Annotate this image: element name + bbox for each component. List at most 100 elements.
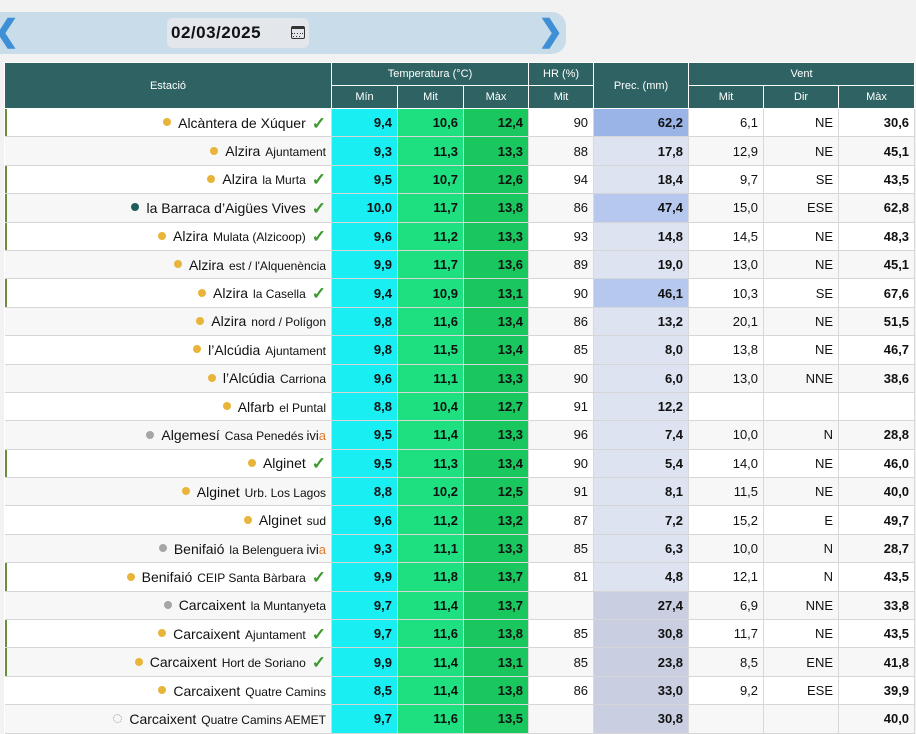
station-cell[interactable]: Alzira la Casella ✓ — [4, 278, 332, 308]
station-name[interactable]: Benifaió — [173, 540, 225, 557]
date-picker[interactable]: 02/03/2025 — [167, 18, 309, 48]
table-row[interactable]: Carcaixent Hort de Soriano ✓ 9,9 11,4 13,1 85 2… — [4, 647, 916, 677]
table-row[interactable]: Alginet Urb. Los Lagos 8,8 10,2 12,5 91 8,1 11,… — [4, 477, 916, 507]
station-location[interactable]: Urb. Los Lagos — [244, 485, 326, 500]
station-cell[interactable]: Carcaixent Quatre Camins AEMET — [4, 704, 332, 734]
station-name[interactable]: Carcaixent — [149, 654, 217, 671]
station-cell[interactable]: Carcaixent la Muntanyeta — [4, 591, 332, 621]
table-row[interactable]: Alzira la Murta ✓ 9,5 10,7 12,6 94 18,4 9,7 SE 43,… — [4, 165, 916, 195]
table-row[interactable]: Alginet sud 9,6 11,2 13,2 87 7,2 15,2 E 49,7 — [4, 505, 916, 535]
station-cell[interactable]: l’Alcúdia Carriona — [4, 364, 332, 393]
station-location[interactable]: Hort de Soriano — [221, 656, 306, 671]
header-hr-mit[interactable]: Mit — [528, 85, 595, 109]
header-vent-dir[interactable]: Dir — [763, 85, 840, 109]
station-name[interactable]: Alzira — [225, 143, 261, 160]
station-name[interactable]: Alzira — [213, 285, 249, 302]
table-row[interactable]: Alcàntera de Xúquer ✓ 9,4 10,6 12,4 90 62,2 6,1… — [4, 108, 916, 138]
station-cell[interactable]: Carcaixent Hort de Soriano ✓ — [4, 647, 332, 677]
station-name[interactable]: Alfarb — [237, 398, 275, 415]
station-name[interactable]: Carcaixent — [178, 597, 246, 614]
table-row[interactable]: Alfarb el Puntal 8,8 10,4 12,7 91 12,2 — [4, 392, 916, 422]
station-cell[interactable]: Alzira Mulata (Alzicoop) ✓ — [4, 222, 332, 251]
header-temp-max[interactable]: Màx — [462, 85, 530, 109]
station-cell[interactable]: Alginet sud — [4, 505, 332, 535]
station-cell[interactable]: la Barraca d’Aigües Vives ✓ — [4, 193, 332, 223]
station-location[interactable]: Casa Penedés — [224, 428, 304, 443]
station-cell[interactable]: Alginet Urb. Los Lagos — [4, 477, 332, 507]
station-cell[interactable]: Alcàntera de Xúquer ✓ — [4, 108, 332, 138]
station-name[interactable]: Alzira — [188, 256, 224, 273]
table-row[interactable]: Carcaixent Ajuntament ✓ 9,7 11,6 13,8 85 30,8 11… — [4, 619, 916, 649]
station-cell[interactable]: Alfarb el Puntal — [4, 392, 332, 422]
station-cell[interactable]: Carcaixent Ajuntament ✓ — [4, 619, 332, 649]
station-location[interactable]: la Muntanyeta — [250, 599, 326, 614]
table-row[interactable]: Carcaixent la Muntanyeta 9,7 11,4 13,7 27,4 6,… — [4, 591, 916, 621]
station-name[interactable]: Alzira — [222, 171, 258, 188]
station-location[interactable]: Quatre Camins AEMET — [201, 712, 326, 727]
station-cell[interactable]: Alzira Ajuntament — [4, 136, 332, 166]
station-name[interactable]: Carcaixent — [173, 682, 241, 699]
table-row[interactable]: l’Alcúdia Ajuntament 9,8 11,5 13,4 85 8,0 13,8 N… — [4, 335, 916, 365]
station-name[interactable]: l’Alcúdia — [222, 370, 275, 387]
station-cell[interactable]: Alzira nord / Polígon — [4, 307, 332, 337]
next-day-chevron-icon[interactable]: ❯ — [538, 15, 564, 48]
header-vent-mit[interactable]: Mit — [688, 85, 765, 109]
station-cell[interactable]: l’Alcúdia Ajuntament — [4, 335, 332, 365]
station-cell[interactable]: Benifaió la Belenguera ivia — [4, 534, 332, 564]
station-name[interactable]: Benifaió — [141, 568, 193, 585]
station-cell[interactable]: Alginet ✓ — [4, 449, 332, 479]
table-row[interactable]: Carcaixent Quatre Camins AEMET 9,7 11,6 13,5… — [4, 704, 916, 734]
station-location[interactable]: Ajuntament — [265, 145, 326, 160]
header-temp-min[interactable]: Mín — [331, 85, 398, 109]
table-row[interactable]: Alzira Ajuntament 9,3 11,3 13,3 88 17,8 12,9 NE 4… — [4, 136, 916, 166]
station-name[interactable]: la Barraca d’Aigües Vives — [146, 199, 306, 216]
station-name[interactable]: Alcàntera de Xúquer — [178, 114, 306, 131]
table-row[interactable]: Alginet ✓ 9,5 11,3 13,4 90 5,4 14,0 NE 46,0 — [4, 449, 916, 479]
station-name[interactable]: Alginet — [262, 455, 306, 472]
station-location[interactable]: Carriona — [279, 372, 326, 387]
station-name[interactable]: Alginet — [258, 512, 302, 529]
station-location[interactable]: est / l'Alquenència — [228, 258, 326, 273]
station-location[interactable]: Mulata (Alzicoop) — [213, 230, 306, 245]
header-temp-mit[interactable]: Mit — [397, 85, 464, 109]
station-cell[interactable]: Alzira la Murta ✓ — [4, 165, 332, 195]
station-location[interactable]: la Casella — [253, 287, 306, 302]
table-row[interactable]: Carcaixent Quatre Camins 8,5 11,4 13,8 86 33,0… — [4, 676, 916, 706]
station-location[interactable]: el Puntal — [279, 400, 326, 415]
previous-day-chevron-icon[interactable]: ❮ — [0, 16, 19, 48]
table-row[interactable]: Alzira est / l'Alquenència 9,9 11,7 13,6 89 19… — [4, 250, 916, 280]
table-row[interactable]: la Barraca d’Aigües Vives ✓ 10,0 11,7 13,8 86… — [4, 193, 916, 223]
table-row[interactable]: Algemesí Casa Penedés ivia 9,5 11,4 13,3 96 7,4… — [4, 420, 916, 450]
table-row[interactable]: l’Alcúdia Carriona 9,6 11,1 13,3 90 6,0 13,0 NNE… — [4, 364, 916, 393]
calendar-icon[interactable] — [291, 26, 305, 39]
table-row[interactable]: Alzira Mulata (Alzicoop) ✓ 9,6 11,2 13,3 93 14,… — [4, 222, 916, 251]
station-name[interactable]: Algemesí — [161, 426, 220, 443]
station-location[interactable]: nord / Polígon — [251, 315, 326, 330]
header-prec[interactable]: Prec. (mm) — [593, 62, 690, 109]
station-location[interactable]: Ajuntament — [265, 343, 326, 358]
station-cell[interactable]: Algemesí Casa Penedés ivia — [4, 420, 332, 450]
station-name[interactable]: Alginet — [196, 483, 240, 500]
temp-mit-cell: 11,4 — [397, 647, 464, 677]
table-row[interactable]: Benifaió CEIP Santa Bàrbara ✓ 9,9 11,8 13,7 81… — [4, 562, 916, 592]
station-cell[interactable]: Alzira est / l'Alquenència — [4, 250, 332, 280]
station-name[interactable]: Carcaixent — [129, 710, 197, 727]
station-location[interactable]: Quatre Camins — [245, 684, 326, 699]
station-name[interactable]: Carcaixent — [173, 625, 241, 642]
station-location[interactable]: la Murta — [262, 173, 306, 188]
station-cell[interactable]: Benifaió CEIP Santa Bàrbara ✓ — [4, 562, 332, 592]
station-name[interactable]: Alzira — [211, 313, 247, 330]
table-row[interactable]: Benifaió la Belenguera ivia 9,3 11,1 13,3 85 6,… — [4, 534, 916, 564]
table-row[interactable]: Alzira la Casella ✓ 9,4 10,9 13,1 90 46,1 10,3 SE… — [4, 278, 916, 308]
station-cell[interactable]: Carcaixent Quatre Camins — [4, 676, 332, 706]
station-location[interactable]: CEIP Santa Bàrbara — [197, 570, 306, 585]
table-row[interactable]: Alzira nord / Polígon 9,8 11,6 13,4 86 13,2 20,… — [4, 307, 916, 337]
station-name[interactable]: l’Alcúdia — [208, 341, 261, 358]
station-location[interactable]: la Belenguera — [229, 542, 304, 557]
station-location[interactable]: sud — [306, 514, 326, 529]
header-vent-max[interactable]: Màx — [838, 85, 916, 109]
station-name[interactable]: Alzira — [173, 228, 209, 245]
header-estacio[interactable]: Estació — [4, 62, 332, 109]
station-location[interactable]: Ajuntament — [245, 627, 306, 642]
date-value[interactable]: 02/03/2025 — [171, 23, 262, 42]
